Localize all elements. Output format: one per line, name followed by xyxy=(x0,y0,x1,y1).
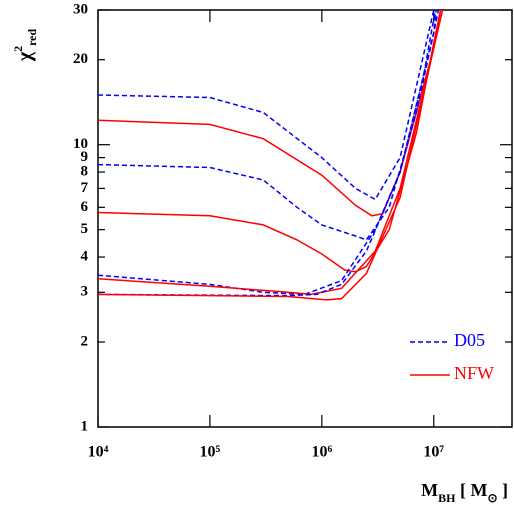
y-axis-label-part: red xyxy=(25,28,39,45)
y-tick-label: 1 xyxy=(81,418,89,434)
y-tick-label: 7 xyxy=(81,180,89,196)
x-axis-label-part: ⊙ xyxy=(487,491,497,505)
legend-label: NFW xyxy=(454,363,494,383)
y-tick-label: 20 xyxy=(73,51,88,67)
plot-frame xyxy=(97,9,513,428)
y-tick-label: 10 xyxy=(73,136,88,152)
x-tick-label: 10⁵ xyxy=(200,444,221,461)
x-axis-label-part: ] xyxy=(498,480,509,500)
x-axis-label: MBH [ M⊙ ] xyxy=(421,480,508,505)
y-tick-label: 9 xyxy=(81,149,89,165)
x-tick-label: 10⁴ xyxy=(88,444,109,461)
series-line xyxy=(98,10,442,296)
series-line xyxy=(98,10,437,241)
y-tick-label: 3 xyxy=(81,284,89,300)
x-tick-label: 10⁷ xyxy=(423,444,444,461)
series-line xyxy=(98,10,442,217)
y-axis-label-part: 2 xyxy=(11,46,25,52)
x-tick-label: 10⁶ xyxy=(311,444,332,461)
y-axis-label-part: χ xyxy=(14,51,36,62)
x-axis-label-part: BH xyxy=(438,491,456,505)
y-tick-label: 30 xyxy=(73,1,88,17)
x-axis-label-part: [ M xyxy=(455,480,487,500)
series-line xyxy=(98,10,437,296)
legend-label: D05 xyxy=(454,330,485,350)
y-tick-label: 8 xyxy=(81,163,89,179)
series-line xyxy=(98,10,435,201)
y-tick-label: 4 xyxy=(81,248,89,264)
series-line xyxy=(98,10,442,273)
y-axis-label: χ2red xyxy=(11,28,39,62)
x-axis-label-part: M xyxy=(421,480,438,500)
y-tick-label: 6 xyxy=(81,199,89,215)
series-line xyxy=(98,10,444,301)
y-tick-label: 2 xyxy=(81,333,89,349)
series-line xyxy=(98,10,440,297)
y-tick-label: 5 xyxy=(81,221,89,237)
